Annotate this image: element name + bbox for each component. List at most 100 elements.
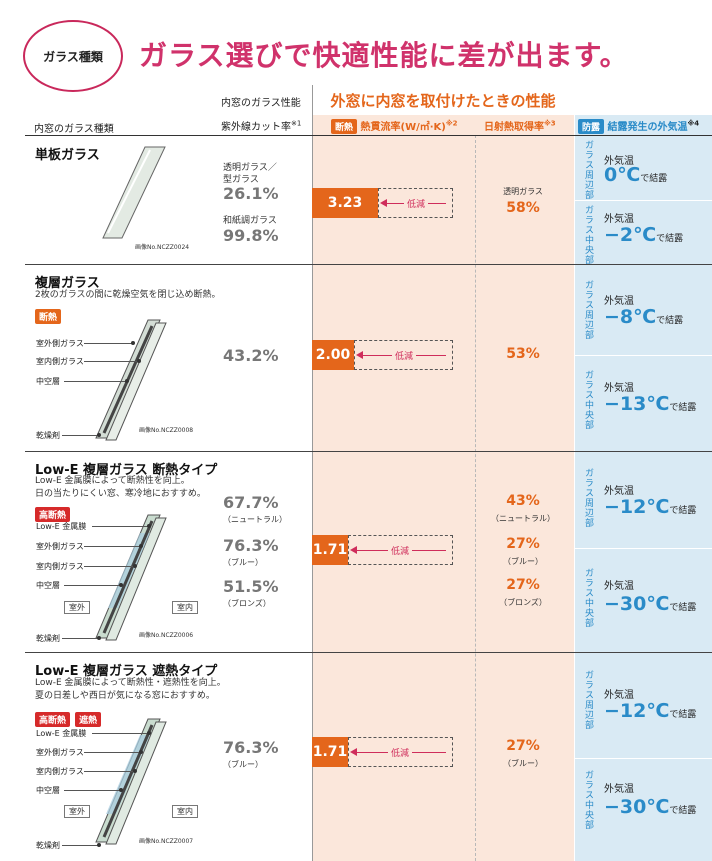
row3-uv-note-3: （ブロンズ） [223, 599, 271, 608]
page-headline: ガラス選びで快適性能に差が出ます。 [139, 39, 629, 72]
row3-dot-5 [97, 636, 101, 640]
row2-leader-1 [84, 343, 132, 344]
row2-center-temp: −13℃で結露 [604, 393, 697, 415]
row4-edge-label: ガラス周辺部 [583, 670, 593, 730]
row3-uv-note-1: （ニュートラル） [223, 515, 287, 524]
row3-dot-1 [147, 524, 151, 528]
inner-perf-header: 内窓のガラス性能 [221, 98, 301, 109]
row3-solar-value-3: 27% [506, 577, 540, 593]
row3-part-inner-glass: 室内側ガラス [36, 562, 84, 571]
row4-leader-2 [84, 752, 140, 753]
row2-dot-3 [125, 379, 129, 383]
lowe-insulation-glass-illustration [95, 514, 167, 641]
row2-part-inner-glass: 室内側ガラス [36, 357, 84, 366]
row2-part-desiccant: 乾燥剤 [36, 431, 60, 440]
row4-reduce-label: 低減 [388, 746, 413, 759]
row-divider-1 [25, 264, 712, 265]
row3-leader-3 [84, 566, 134, 567]
row3-credit: 画像No.NCZZ0006 [139, 632, 194, 639]
row3-part-outer-glass: 室外側ガラス [36, 542, 84, 551]
row-divider-3 [25, 652, 712, 653]
row1-uv-value-a: 26.1% [223, 184, 279, 203]
row1-u-bar: 3.23 [312, 188, 378, 218]
row4-dot-4 [119, 788, 123, 792]
row3-part-air-layer: 中空層 [36, 581, 60, 590]
row4-center-label: ガラス中央部 [583, 770, 593, 830]
row4-uv-value: 76.3% [223, 738, 279, 757]
row4-chip-high-insulation: 高断熱 [35, 712, 71, 727]
row4-part-air-layer: 中空層 [36, 786, 60, 795]
row3-reduce-label: 低減 [388, 544, 413, 557]
glass-type-badge: ガラス種類 [23, 20, 123, 92]
row4-title: Low-E 複層ガラス 遮熱タイプ [35, 664, 218, 679]
single-glass-illustration [102, 146, 166, 239]
row2-edge-temp: −8℃で結露 [604, 306, 684, 328]
row4-part-inner-glass: 室内側ガラス [36, 767, 84, 776]
row3-solar-note-3: （ブロンズ） [499, 598, 547, 607]
row3-solar-note-2: （ブルー） [503, 557, 543, 566]
row4-solar-value: 27% [506, 738, 540, 754]
row4-edge-outside: 外気温 [604, 690, 634, 701]
row3-chips: 高断熱 [35, 503, 71, 522]
row1-bar-outline [378, 188, 453, 218]
row4-desc-2: 夏の日差しや西日が気になる窓におすすめ。 [35, 691, 215, 701]
row2-part-air-layer: 中空層 [36, 377, 60, 386]
row4-leader-3 [84, 771, 134, 772]
row4-leader-5 [62, 845, 98, 846]
row4-dot-5 [97, 843, 101, 847]
row1-edge-temp: 0℃で結露 [604, 164, 668, 186]
row3-part-desiccant: 乾燥剤 [36, 634, 60, 643]
row4-part-outer-glass: 室外側ガラス [36, 748, 84, 757]
row1-uv-value-b: 99.8% [223, 226, 279, 245]
row2-uv-value: 43.2% [223, 346, 279, 365]
row4-center-outside: 外気温 [604, 784, 634, 795]
divider-outer [312, 85, 313, 861]
row1-solar-value: 58% [506, 200, 540, 216]
row3-dot-3 [133, 564, 137, 568]
thermal-label: 熱貫流率(W/㎡·K) [360, 122, 446, 133]
row3-desc-2: 日の当たりにくい窓、寒冷地におすすめ。 [35, 489, 206, 499]
solar-header: 日射熱取得率※3 [484, 119, 556, 133]
row1-center-label: ガラス中央部 [583, 205, 593, 265]
row2-chip-insulation: 断熱 [35, 309, 62, 324]
header-rule [25, 135, 712, 136]
divider-solar [475, 135, 476, 861]
row3-edge-temp: −12℃で結露 [604, 496, 697, 518]
row3-center-label: ガラス中央部 [583, 568, 593, 628]
row4-leader-4 [64, 790, 120, 791]
row3-outside-label: 室外 [64, 601, 90, 614]
row3-part-lowe: Low-E 金属膜 [36, 522, 87, 531]
row1-edge-outside: 外気温 [604, 156, 634, 167]
glass-type-header: 内窓のガラス種類 [34, 124, 114, 135]
row1-title: 単板ガラス [35, 148, 100, 163]
row3-center-temp: −30℃で結露 [604, 593, 697, 615]
row3-bar-outline [348, 535, 453, 565]
row4-u-value: 1.71 [312, 744, 348, 760]
row3-solar-value-2: 27% [506, 536, 540, 552]
row3-title: Low-E 複層ガラス 断熱タイプ [35, 463, 218, 478]
row2-dot-1 [131, 341, 135, 345]
row2-bar-outline [354, 340, 453, 370]
row4-part-lowe: Low-E 金属膜 [36, 729, 87, 738]
row2-leader-4 [62, 435, 98, 436]
thermal-chip: 断熱 [331, 119, 358, 134]
row3-condense-split [574, 548, 712, 549]
row1-center-outside: 外気温 [604, 214, 634, 225]
row3-uv-value-1: 67.7% [223, 493, 279, 512]
row3-uv-value-2: 76.3% [223, 536, 279, 555]
row2-chips: 断熱 [35, 305, 62, 324]
row3-chip-high-insulation: 高断熱 [35, 507, 71, 522]
row2-edge-label: ガラス周辺部 [583, 280, 593, 340]
condensation-background [574, 115, 712, 861]
row2-desc: 2枚のガラスの間に乾燥空気を閉じ込め断熱。 [35, 290, 221, 300]
thermal-header: 断熱 熱貫流率(W/㎡·K)※2 [331, 118, 458, 134]
row3-edge-label: ガラス周辺部 [583, 468, 593, 528]
row4-chip-heat-shield: 遮熱 [75, 712, 102, 727]
row4-leader-1 [92, 733, 148, 734]
row3-u-bar: 1.71 [312, 535, 348, 565]
row1-uv-label-b: 和紙調ガラス [223, 216, 277, 226]
row1-credit: 画像No.NCZZ0024 [135, 244, 190, 251]
row3-solar-note-1: （ニュートラル） [491, 514, 555, 523]
row3-leader-2 [84, 546, 140, 547]
row1-u-value: 3.23 [327, 195, 363, 211]
